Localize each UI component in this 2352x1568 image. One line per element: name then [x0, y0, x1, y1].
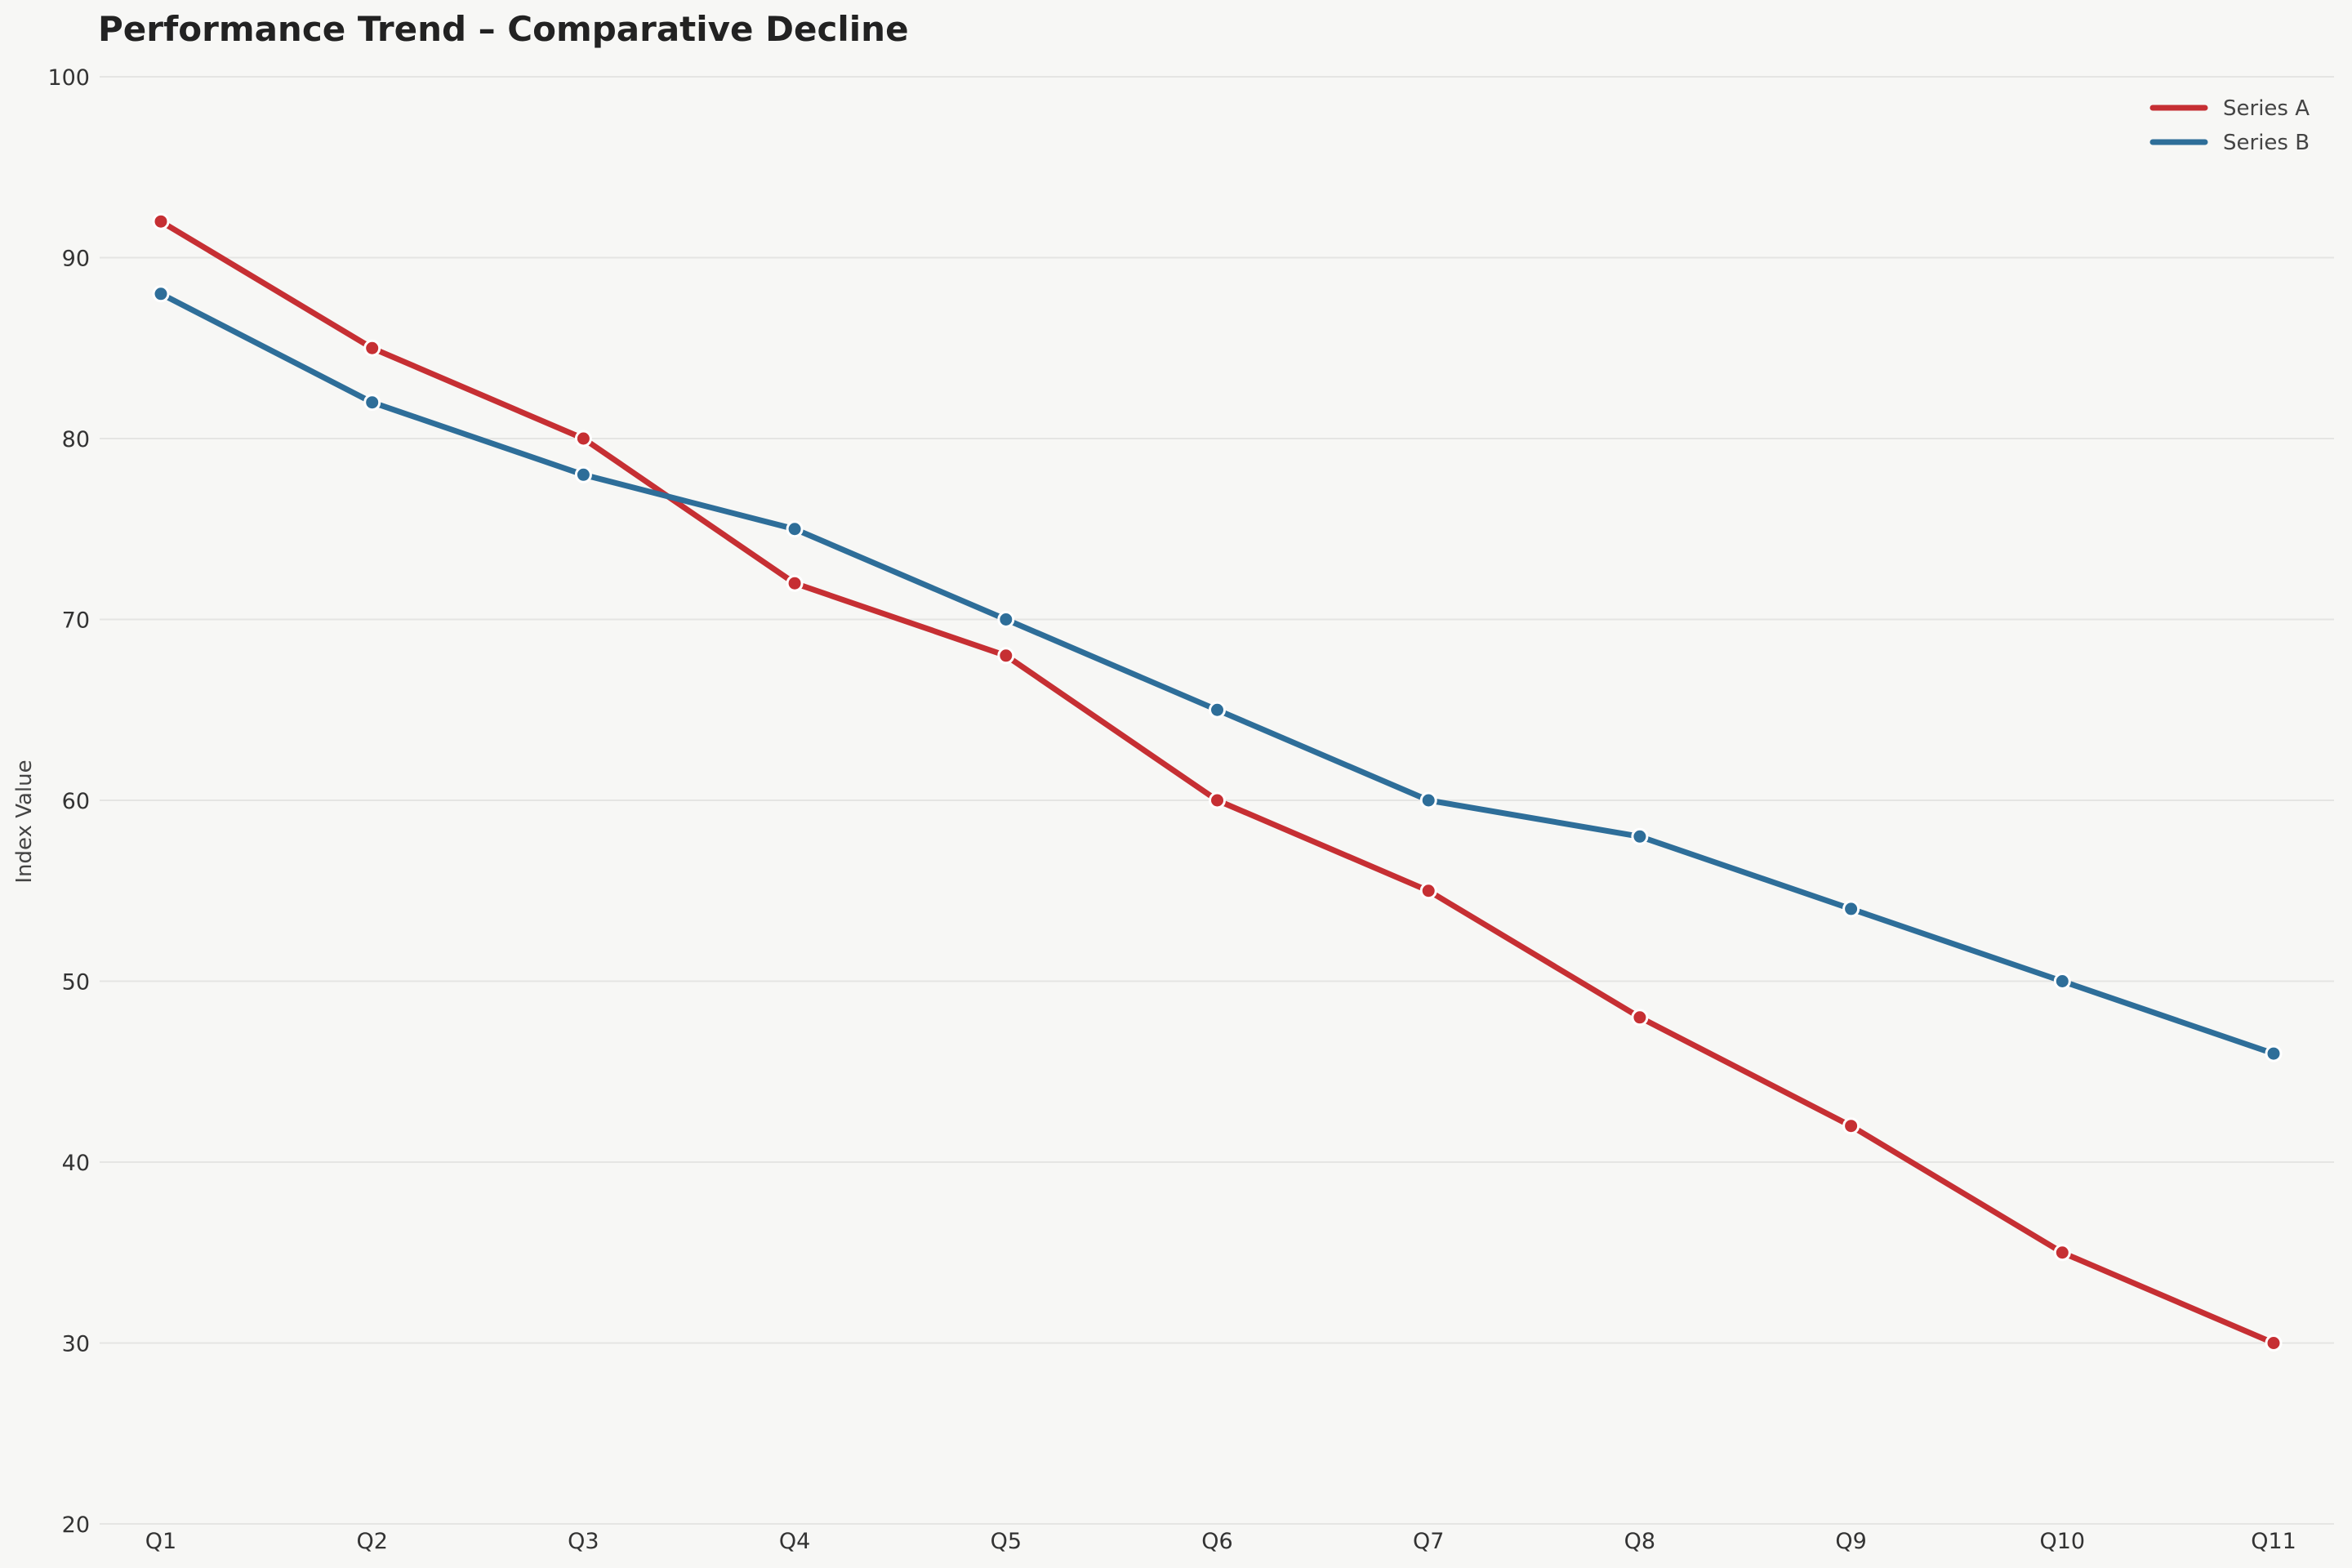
data-point-b: [786, 520, 804, 538]
data-point-b: [574, 466, 592, 483]
series-line-a: [158, 218, 2277, 1346]
data-point-b: [997, 611, 1015, 628]
data-point-b: [1419, 791, 1437, 809]
data-point-a: [574, 430, 592, 448]
legend-label: Series B: [2223, 131, 2310, 155]
data-point-a: [1209, 791, 1226, 809]
y-tick-label: 60: [62, 789, 90, 814]
data-point-b: [1842, 900, 1860, 918]
data-point-b: [1631, 827, 1649, 845]
series-line-b: [158, 291, 2277, 1057]
data-point-a: [997, 647, 1015, 665]
x-tick-label: Q1: [145, 1529, 176, 1554]
legend: Series A Series B: [2149, 96, 2310, 155]
chart-title: Performance Trend – Comparative Decline: [98, 9, 909, 49]
x-axis-ticks: Q1 Q2 Q3 Q4 Q5 Q6 Q7 Q8 Q9 Q10 Q11: [145, 1529, 2296, 1554]
data-point-a: [2053, 1244, 2071, 1262]
data-point-b: [2053, 973, 2071, 990]
data-point-b: [1209, 701, 1226, 719]
x-tick-label: Q6: [1201, 1529, 1232, 1554]
data-point-a: [1419, 882, 1437, 900]
y-axis-ticks: 20 30 40 50 60 70 80 90 100: [47, 65, 90, 1538]
data-point-a: [363, 339, 381, 357]
data-point-b: [2265, 1045, 2283, 1062]
series-lines: [158, 218, 2277, 1346]
data-point-a: [786, 574, 804, 592]
x-tick-label: Q3: [568, 1529, 599, 1554]
data-point-b: [152, 285, 170, 303]
y-tick-label: 30: [62, 1332, 90, 1357]
x-tick-label: Q10: [2039, 1529, 2085, 1554]
data-point-a: [1631, 1009, 1649, 1027]
y-tick-label: 40: [62, 1151, 90, 1176]
y-tick-label: 50: [62, 970, 90, 996]
data-point-b: [363, 394, 381, 412]
data-point-a: [1842, 1117, 1860, 1135]
y-tick-label: 90: [62, 247, 90, 272]
data-point-a: [152, 212, 170, 230]
data-point-a: [2265, 1334, 2283, 1352]
x-tick-label: Q7: [1413, 1529, 1444, 1554]
series-points: [152, 212, 2283, 1352]
x-tick-label: Q4: [779, 1529, 810, 1554]
x-tick-label: Q8: [1624, 1529, 1655, 1554]
y-axis-label: Index Value: [12, 760, 37, 883]
y-tick-label: 20: [62, 1512, 90, 1538]
x-tick-label: Q11: [2251, 1529, 2296, 1554]
legend-label: Series A: [2223, 96, 2310, 121]
x-tick-label: Q2: [356, 1529, 387, 1554]
x-tick-label: Q5: [991, 1529, 1022, 1554]
y-tick-label: 100: [47, 65, 90, 91]
y-tick-label: 70: [62, 608, 90, 634]
y-tick-label: 80: [62, 427, 90, 452]
x-tick-label: Q9: [1835, 1529, 1866, 1554]
